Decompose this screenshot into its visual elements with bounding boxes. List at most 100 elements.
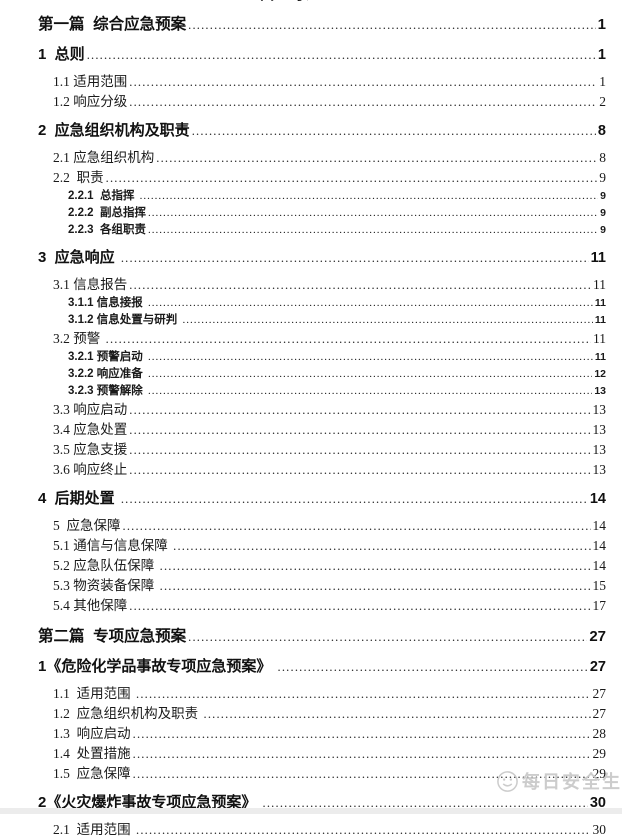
toc-entry[interactable]: 3.1.1 信息接报 .............................… xyxy=(0,295,606,312)
toc-entry-label: 3 应急响应 xyxy=(38,249,119,266)
toc-entry[interactable]: 5.3 物资装备保障 .............................… xyxy=(0,576,606,596)
toc-entry-label: 3.2 预警 xyxy=(53,331,104,346)
toc-page-number: 1 xyxy=(599,74,606,89)
toc-entry[interactable]: 3 应急响应 .................................… xyxy=(0,248,606,268)
toc-entry[interactable]: 1.2 响应分级................................… xyxy=(0,92,606,112)
toc-entry-label: 5.3 物资装备保障 xyxy=(53,578,158,593)
toc-entry[interactable]: 1《危险化学品事故专项应急预案》 .......................… xyxy=(0,657,606,677)
toc-entry[interactable]: 4 后期处置 .................................… xyxy=(0,489,606,509)
toc-entry[interactable]: 3.5 应急支援................................… xyxy=(0,440,606,460)
toc-entry-label: 2.2 职责 xyxy=(53,170,104,185)
toc-entry[interactable]: 3.3 响应启动................................… xyxy=(0,400,606,420)
toc-entry[interactable]: 2.1 应急组织机构..............................… xyxy=(0,148,606,168)
toc-page-number: 1 xyxy=(597,47,606,63)
toc-leader-dots: ........................................… xyxy=(105,332,591,346)
toc-page-number: 13 xyxy=(592,462,607,477)
toc-leader-dots: ........................................… xyxy=(182,314,593,326)
toc-entry[interactable]: 2.2.2 副总指挥..............................… xyxy=(0,205,606,222)
toc-entry[interactable]: 5.4 其他保障................................… xyxy=(0,596,606,616)
toc-entry-label: 1.2 响应分级 xyxy=(53,94,128,109)
toc-entry-label: 1.5 应急保障 xyxy=(53,766,131,781)
toc-leader-dots: ........................................… xyxy=(129,423,591,437)
toc-entry-label: 2.1 适用范围 xyxy=(53,822,134,837)
toc-entry[interactable]: 2.2.3 各组职责..............................… xyxy=(0,222,606,239)
toc-leader-dots: ........................................… xyxy=(147,297,593,309)
toc-entry[interactable]: 1.2 应急组织机构及职责 ..........................… xyxy=(0,704,606,724)
toc-page-number: 14 xyxy=(592,538,607,553)
toc-leader-dots: ........................................… xyxy=(188,18,596,32)
toc-entry-label: 2.2.2 副总指挥 xyxy=(68,207,146,219)
toc-entry[interactable]: 2.2 职责..................................… xyxy=(0,168,606,188)
toc-leader-dots: ........................................… xyxy=(203,707,591,721)
toc-entry-label: 5.2 应急队伍保障 xyxy=(53,558,158,573)
toc-entry[interactable]: 3.1.2 信息处置与研判 ..........................… xyxy=(0,312,606,329)
toc-leader-dots: ........................................… xyxy=(136,823,591,837)
toc-entry[interactable]: 3.2.2 响应准备 .............................… xyxy=(0,366,606,383)
toc-page-number: 29 xyxy=(592,766,607,781)
toc-leader-dots: ........................................… xyxy=(262,796,588,810)
toc-entry[interactable]: 3.6 响应终止................................… xyxy=(0,460,606,480)
toc-page-number: 14 xyxy=(589,491,606,507)
toc-page-number: 27 xyxy=(589,628,606,645)
toc-entry-label: 3.1.1 信息接报 xyxy=(68,297,146,309)
toc-entry-label: 1.3 响应启动 xyxy=(53,726,131,741)
toc-entry[interactable]: 第一篇 综合应急预案..............................… xyxy=(0,14,606,36)
toc-entry-label: 2.1 应急组织机构 xyxy=(53,150,155,165)
toc-page-number: 9 xyxy=(600,224,606,236)
toc-page-number: 11 xyxy=(594,297,606,309)
toc-entry-label: 3.5 应急支援 xyxy=(53,442,128,457)
toc-leader-dots: ........................................… xyxy=(86,48,596,62)
toc-leader-dots: ........................................… xyxy=(120,251,589,265)
toc-page-number: 13 xyxy=(592,442,607,457)
toc-leader-dots: ........................................… xyxy=(129,463,591,477)
toc-leader-dots: ........................................… xyxy=(136,687,591,701)
toc-entry[interactable]: 1 总则....................................… xyxy=(0,45,606,65)
toc-leader-dots: ........................................… xyxy=(129,75,597,89)
toc-page-number: 8 xyxy=(597,123,606,139)
toc-entry-label: 3.1.2 信息处置与研判 xyxy=(68,314,181,326)
toc-page-number: 15 xyxy=(592,578,607,593)
toc-page-number: 11 xyxy=(590,250,606,266)
toc-entry[interactable]: 第二篇 专项应急预案..............................… xyxy=(0,626,606,648)
toc-entry-label: 3.3 响应启动 xyxy=(53,402,128,417)
toc-page-number: 29 xyxy=(592,746,607,761)
toc-leader-dots: ........................................… xyxy=(139,190,598,202)
toc-entry-label: 2《火灾爆炸事故专项应急预案》 xyxy=(38,794,261,811)
toc-entry[interactable]: 5.2 应急队伍保障 .............................… xyxy=(0,556,606,576)
toc-page-number: 13 xyxy=(592,402,607,417)
toc-entry[interactable]: 3.1 信息报告................................… xyxy=(0,275,606,295)
toc-entry[interactable]: 2 应急组织机构及职责.............................… xyxy=(0,121,606,141)
toc-leader-dots: ........................................… xyxy=(147,224,598,236)
toc-page-number: 11 xyxy=(594,314,606,326)
toc-page-number: 17 xyxy=(592,598,607,613)
toc-entry[interactable]: 3.2 预警 .................................… xyxy=(0,329,606,349)
toc-leader-dots: ........................................… xyxy=(129,278,591,292)
toc-entry-label: 第一篇 综合应急预案 xyxy=(38,16,187,33)
toc-entry-label: 4 后期处置 xyxy=(38,490,119,507)
toc-entry[interactable]: 1.1 适用范围 ...............................… xyxy=(0,684,606,704)
toc-leader-dots: ........................................… xyxy=(156,151,598,165)
toc-entry[interactable]: 2《火灾爆炸事故专项应急预案》 ........................… xyxy=(0,793,606,813)
toc-entry[interactable]: 3.2.3 预警解除 .............................… xyxy=(0,383,606,400)
toc-entry[interactable]: 1.5 应急保障................................… xyxy=(0,764,606,784)
toc-page-number: 9 xyxy=(599,170,606,185)
toc-entry-label: 5.4 其他保障 xyxy=(53,598,128,613)
toc-page-number: 13 xyxy=(594,385,606,397)
toc-leader-dots: ........................................… xyxy=(191,124,596,138)
toc-leader-dots: ........................................… xyxy=(147,385,592,397)
toc-entry[interactable]: 3.4 应急处置................................… xyxy=(0,420,606,440)
toc-page-number: 8 xyxy=(599,150,606,165)
toc-page-number: 28 xyxy=(592,726,607,741)
toc-entry[interactable]: 2.1 适用范围 ...............................… xyxy=(0,820,606,840)
toc-entry[interactable]: 5.1 通信与信息保障 ............................… xyxy=(0,536,606,556)
toc-leader-dots: ........................................… xyxy=(129,599,591,613)
toc-entry[interactable]: 1.3 响应启动................................… xyxy=(0,724,606,744)
toc-entry[interactable]: 5 应急保障..................................… xyxy=(0,516,606,536)
toc-entry-label: 5 应急保障 xyxy=(53,518,121,533)
toc-entry[interactable]: 2.2.1 总指挥 ..............................… xyxy=(0,188,606,205)
toc-page-number: 11 xyxy=(594,351,606,363)
toc-entry[interactable]: 1.1 适用范围................................… xyxy=(0,72,606,92)
toc-entry[interactable]: 1.4 处置措施................................… xyxy=(0,744,606,764)
toc-entry[interactable]: 3.2.1 预警启动 .............................… xyxy=(0,349,606,366)
toc-page-number: 11 xyxy=(593,277,606,292)
